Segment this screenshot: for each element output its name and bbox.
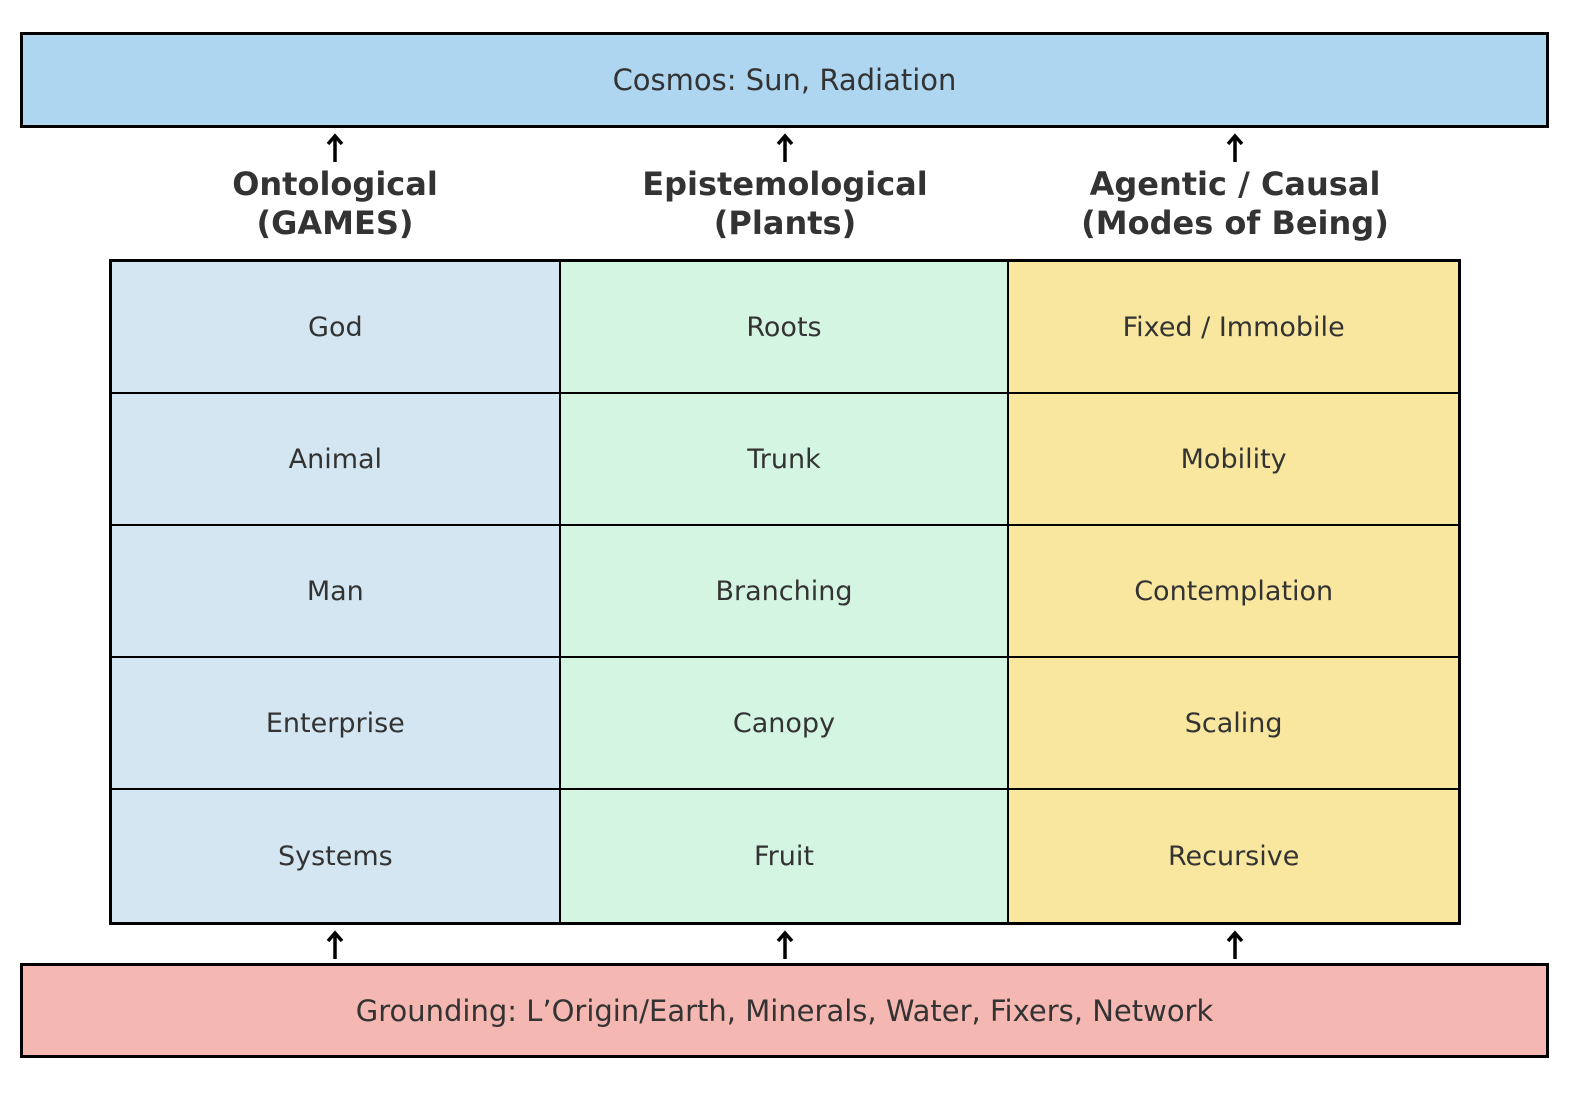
grid-cell-epistemological: Canopy (560, 658, 1010, 790)
grid-cell-epistemological: Fruit (560, 790, 1010, 922)
cell-label: Roots (746, 311, 822, 343)
cell-label: Scaling (1184, 707, 1283, 739)
grid-cell-ontological: Man (112, 526, 561, 658)
grid-cell-agentic: Fixed / Immobile (1009, 262, 1458, 394)
grounding-band: Grounding: L’Origin/Earth, Minerals, Wat… (20, 963, 1549, 1058)
column-subtitle: (Plants) (713, 204, 857, 242)
cosmos-band: Cosmos: Sun, Radiation (20, 32, 1549, 128)
column-header-epistemological: Epistemological (Plants) (560, 165, 1010, 243)
grid-cell-epistemological: Roots (560, 262, 1010, 394)
cell-label: Canopy (732, 707, 836, 739)
grid-cell-ontological: God (112, 262, 561, 394)
column-title: Ontological (232, 165, 438, 203)
cell-label: God (308, 311, 363, 343)
cosmos-band-label: Cosmos: Sun, Radiation (612, 63, 957, 97)
column-title: Agentic / Causal (1089, 165, 1381, 203)
cell-label: Fixed / Immobile (1122, 311, 1345, 343)
grid-cell-agentic: Recursive (1009, 790, 1458, 922)
column-header-agentic: Agentic / Causal (Modes of Being) (1010, 165, 1460, 243)
cell-label: Enterprise (265, 707, 405, 739)
arrow-up-icon (326, 133, 344, 162)
cell-label: Recursive (1167, 840, 1300, 872)
column-header-ontological: Ontological (GAMES) (110, 165, 560, 243)
cell-label: Branching (715, 575, 853, 607)
arrow-up-icon (1226, 930, 1244, 959)
cell-label: Contemplation (1134, 575, 1334, 607)
grid-cell-agentic: Contemplation (1009, 526, 1458, 658)
framework-grid: God Roots Fixed / Immobile Animal Trunk … (109, 259, 1461, 925)
column-subtitle: (GAMES) (256, 204, 414, 242)
cell-label: Animal (288, 443, 383, 475)
cell-label: Fruit (754, 840, 814, 872)
column-title: Epistemological (642, 165, 928, 203)
grid-cell-epistemological: Trunk (560, 394, 1010, 526)
grid-cell-agentic: Scaling (1009, 658, 1458, 790)
grid-cell-agentic: Mobility (1009, 394, 1458, 526)
cell-label: Man (306, 575, 364, 607)
arrow-up-icon (776, 930, 794, 959)
grid-cell-ontological: Animal (112, 394, 561, 526)
grid-cell-ontological: Enterprise (112, 658, 561, 790)
cell-label: Systems (277, 840, 393, 872)
grid-cell-ontological: Systems (112, 790, 561, 922)
column-subtitle: (Modes of Being) (1081, 204, 1389, 242)
arrow-up-icon (1226, 133, 1244, 162)
arrow-up-icon (326, 930, 344, 959)
grounding-band-label: Grounding: L’Origin/Earth, Minerals, Wat… (355, 993, 1214, 1028)
cell-label: Mobility (1180, 443, 1287, 475)
cell-label: Trunk (747, 443, 821, 475)
arrow-up-icon (776, 133, 794, 162)
grid-cell-epistemological: Branching (560, 526, 1010, 658)
